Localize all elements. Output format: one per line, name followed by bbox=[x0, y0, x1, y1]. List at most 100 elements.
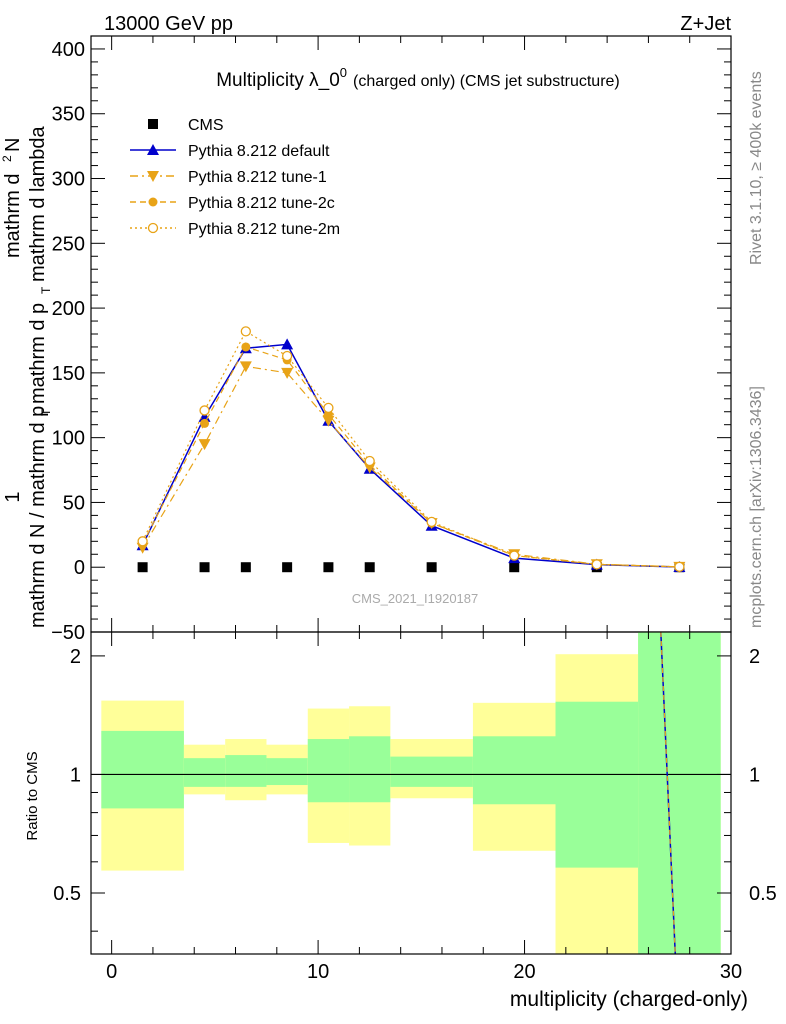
ratio-x-tick-label: 0 bbox=[106, 961, 117, 983]
legend-label: Pythia 8.212 tune-2c bbox=[188, 195, 335, 212]
triangle-down-marker bbox=[198, 439, 211, 451]
open-circle-marker bbox=[509, 550, 520, 561]
cms-marker bbox=[364, 562, 375, 573]
ratio-band-inner bbox=[555, 701, 639, 868]
cms-marker bbox=[282, 562, 293, 573]
ratio-x-tick-label: 20 bbox=[513, 961, 535, 983]
triangle-down-marker bbox=[281, 367, 294, 379]
ratio-x-tick-label: 30 bbox=[720, 961, 742, 983]
ratio-y-tick-label-right: 1 bbox=[749, 764, 760, 786]
ratio-line-default bbox=[660, 631, 677, 955]
main-y-tick-label: 200 bbox=[52, 298, 85, 320]
header-right: Z+Jet bbox=[680, 13, 731, 35]
legend-label: Pythia 8.212 default bbox=[188, 143, 330, 160]
cms-marker bbox=[323, 562, 334, 573]
main-y-label: 1 mathrm d N / mathrm d p mathrm d 2 N T… bbox=[0, 126, 53, 628]
ratio-band-inner bbox=[307, 739, 350, 803]
mcplots-label: mcplots.cern.ch [arXiv:1306.3436] bbox=[748, 386, 765, 628]
triangle-up-marker bbox=[198, 410, 211, 422]
ylabel-top: mathrm d bbox=[2, 174, 24, 258]
rivet-label: Rivet 3.1.10, ≥ 400k events bbox=[748, 71, 765, 265]
triangle-down-marker bbox=[147, 171, 159, 182]
triangle-down-marker bbox=[239, 361, 252, 373]
legend-label: Pythia 8.212 tune-1 bbox=[188, 169, 327, 186]
main-y-tick-label: 50 bbox=[63, 492, 85, 514]
ratio-y-tick-label-right: 2 bbox=[749, 646, 760, 668]
triangle-up-marker bbox=[281, 338, 294, 350]
ratio-y-tick-label: 0.5 bbox=[53, 883, 81, 905]
legend-item: CMS bbox=[148, 117, 224, 134]
cms-marker bbox=[137, 562, 148, 573]
main-y-tick-label: 150 bbox=[52, 363, 85, 385]
header-left: 13000 GeV pp bbox=[104, 13, 233, 35]
x-axis-label: multiplicity (charged-only) bbox=[510, 988, 748, 1011]
open-circle-marker bbox=[591, 559, 602, 570]
ylabel-top-exp: 2 bbox=[0, 155, 14, 162]
open-circle-marker bbox=[281, 350, 293, 362]
legend-label: CMS bbox=[188, 117, 224, 134]
legend-item: Pythia 8.212 tune-2m bbox=[130, 221, 340, 238]
open-circle-marker bbox=[147, 222, 159, 234]
open-circle-marker bbox=[199, 405, 210, 416]
ratio-y-tick-label: 1 bbox=[70, 764, 81, 786]
main-y-tick-label: 400 bbox=[52, 39, 85, 61]
cms-marker bbox=[199, 562, 210, 573]
ratio-band-inner bbox=[390, 756, 473, 787]
ylabel-sub: T bbox=[39, 408, 53, 416]
cms-marker bbox=[426, 562, 437, 573]
series-line bbox=[142, 330, 680, 568]
main-y-tick-label: −50 bbox=[51, 622, 85, 644]
ratio-band-inner bbox=[472, 736, 556, 805]
open-circle-marker bbox=[674, 561, 685, 572]
main-y-tick-label: 300 bbox=[52, 169, 85, 191]
ylabel-denominator: mathrm d N / mathrm d p bbox=[27, 406, 49, 628]
legend-item: Pythia 8.212 tune-2c bbox=[130, 195, 335, 212]
watermark: CMS_2021_I1920187 bbox=[352, 591, 479, 606]
ylabel-sub-2: T bbox=[39, 286, 53, 294]
main-y-ticks: −50 0 50 100 150 200 250 300 350 400 bbox=[51, 35, 732, 644]
open-circle-marker bbox=[240, 326, 251, 337]
legend-item: Pythia 8.212 default bbox=[130, 143, 330, 160]
cms-marker bbox=[509, 562, 520, 573]
filled-circle-marker bbox=[148, 197, 158, 207]
open-circle-marker bbox=[364, 455, 375, 467]
filled-circle-marker bbox=[200, 418, 210, 428]
cms-marker bbox=[148, 119, 158, 129]
triangle-up-marker bbox=[147, 144, 159, 155]
open-circle-marker bbox=[323, 402, 334, 414]
ratio-frame bbox=[90, 631, 732, 955]
main-series bbox=[136, 326, 686, 573]
ylabel-top-tail: N bbox=[2, 138, 24, 152]
main-y-tick-label: 100 bbox=[52, 428, 85, 450]
ratio-band-inner bbox=[266, 758, 308, 786]
filled-circle-marker bbox=[241, 342, 251, 352]
ratio-band-inner bbox=[225, 755, 267, 787]
main-y-tick-label: 250 bbox=[52, 233, 85, 255]
legend-item: Pythia 8.212 tune-1 bbox=[130, 169, 327, 186]
ratio-band-inner bbox=[349, 736, 391, 803]
ratio-panel: 0.5 0.51 12 20 10 20 30 Ratio to CMS multiplic… bbox=[24, 631, 777, 1011]
ratio-band-inner bbox=[183, 758, 226, 787]
triangle-down-marker bbox=[322, 415, 335, 427]
ylabel-denominator-2: mathrm d p bbox=[27, 303, 49, 404]
open-circle-marker bbox=[426, 516, 437, 528]
ylabel-numerator: 1 bbox=[2, 491, 24, 502]
ratio-bands bbox=[91, 631, 731, 955]
main-panel: −50 0 50 100 150 200 250 300 350 400 Multiplicity… bbox=[51, 35, 732, 644]
legend: CMS Pythia 8.212 default Pythia 8.212 tune… bbox=[130, 117, 340, 238]
series-line bbox=[142, 346, 680, 568]
ratio-ylabel: Ratio to CMS bbox=[24, 751, 41, 840]
ratio-y-tick-label-right: 0.5 bbox=[749, 883, 777, 905]
ratio-band-inner bbox=[101, 730, 184, 809]
main-title: Multiplicity λ_00(charged only) (CMS jet… bbox=[216, 65, 620, 91]
series-dotted-circle-open bbox=[137, 326, 685, 572]
cms-marker bbox=[240, 562, 251, 573]
main-y-tick-label: 350 bbox=[52, 104, 85, 126]
series-line bbox=[142, 365, 680, 568]
legend-label: Pythia 8.212 tune-2m bbox=[188, 221, 340, 238]
open-circle-marker bbox=[137, 536, 148, 547]
ratio-band-inner bbox=[638, 632, 721, 954]
ylabel-end: mathrm d lambda bbox=[27, 126, 49, 282]
ratio-x-tick-label: 10 bbox=[307, 961, 329, 983]
